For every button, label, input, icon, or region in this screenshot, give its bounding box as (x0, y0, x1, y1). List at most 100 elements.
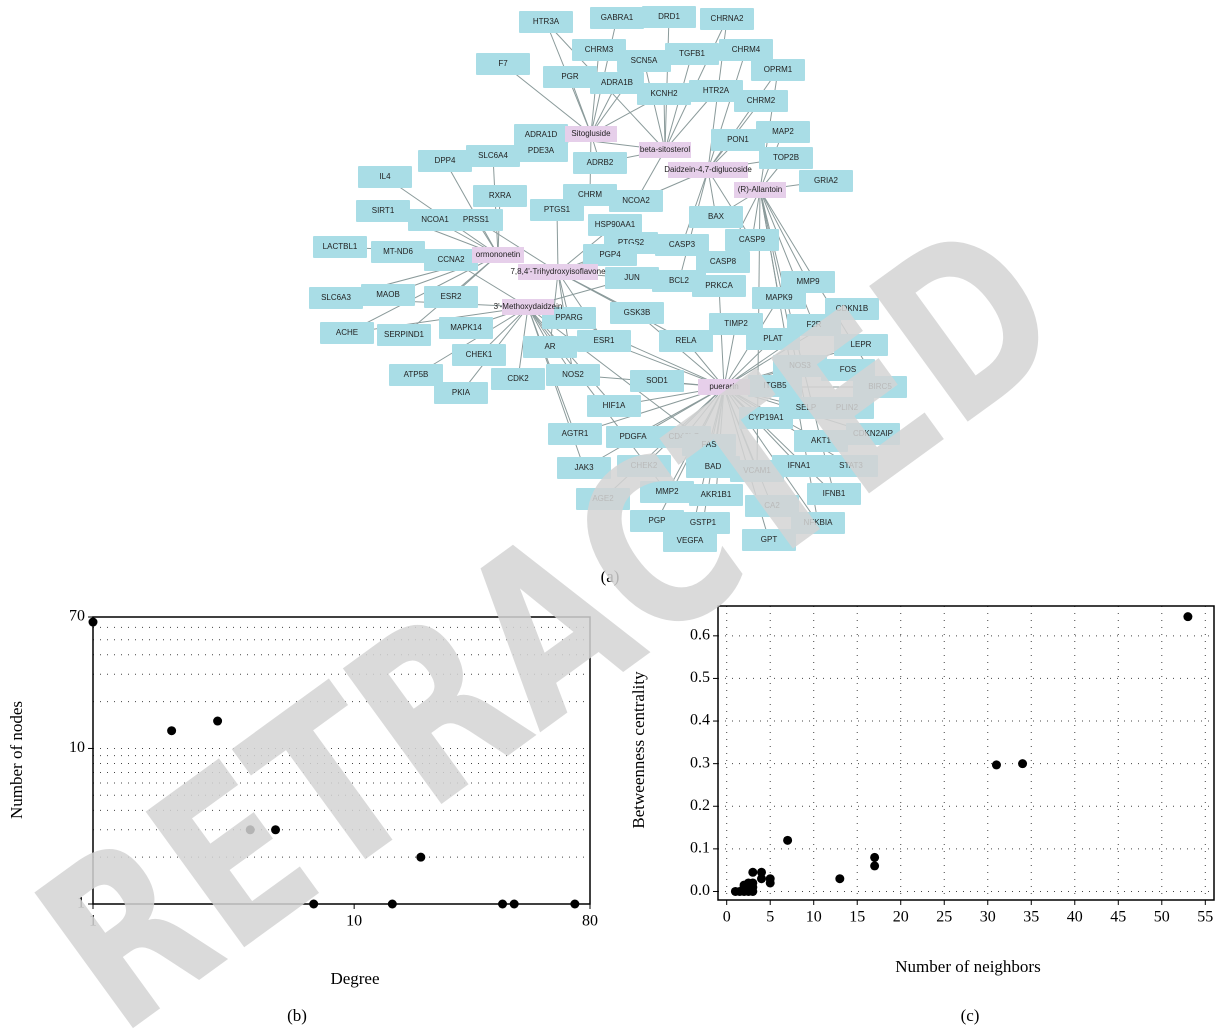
data-point (757, 867, 767, 877)
gene-node (548, 423, 602, 445)
x-tick-label: 15 (849, 909, 865, 926)
data-point (783, 835, 793, 845)
y-tick-label: 0.4 (690, 712, 710, 729)
gene-label: AGTR1 (562, 429, 589, 438)
data-point (1018, 759, 1028, 769)
gene-label: NOS2 (562, 370, 584, 379)
gene-label: GSTP1 (690, 518, 717, 527)
data-point (870, 861, 880, 871)
gene-node (791, 512, 845, 534)
gene-node (519, 11, 573, 33)
gene-node (543, 66, 597, 88)
gene-node (746, 328, 800, 350)
gene-node (696, 251, 750, 273)
gene-label: HTR2A (703, 86, 730, 95)
gene-label: PKIA (452, 388, 471, 397)
gene-node (617, 50, 671, 72)
gene-node (452, 344, 506, 366)
data-point (835, 874, 845, 884)
plot-frame (717, 605, 1215, 901)
gene-label: CYP19A1 (748, 413, 784, 422)
gene-node (700, 8, 754, 30)
gene-node (821, 359, 875, 381)
gene-node (640, 481, 694, 503)
gene-label: HSP90AA1 (595, 220, 636, 229)
gene-label: SELP (796, 403, 816, 412)
y-tick-label: 1 (77, 895, 85, 912)
gene-label: FAS (701, 440, 716, 449)
y-tick-label: 70 (69, 608, 85, 625)
gene-node (309, 287, 363, 309)
gene-node (439, 317, 493, 339)
gene-label: AKR1B1 (701, 490, 732, 499)
gene-label: AR (544, 342, 555, 351)
gene-label: MT-ND6 (383, 247, 413, 256)
edge (415, 306, 529, 376)
panel-label: (c) (961, 1006, 980, 1025)
gene-label: NOS3 (789, 361, 811, 370)
gene-node (424, 249, 478, 271)
gene-node (665, 43, 719, 65)
compound-label: 3'-Methoxydaidzein (494, 302, 563, 311)
gene-label: DPP4 (435, 156, 456, 165)
x-tick-label: 80 (582, 913, 598, 930)
y-tick-label: 0.2 (690, 797, 710, 814)
gene-node (572, 39, 626, 61)
gene-label: ACHE (336, 328, 358, 337)
gene-node (588, 214, 642, 236)
gene-label: CDKN2AIP (853, 429, 893, 438)
compound-label: Daidzein-4,7-diglucoside (664, 165, 752, 174)
y-tick-label: 10 (69, 739, 85, 756)
gene-node (772, 455, 826, 477)
gene-node (530, 199, 584, 221)
gene-label: TIMP2 (724, 319, 748, 328)
gene-label: CHRM2 (747, 96, 776, 105)
x-tick-label: 20 (893, 909, 909, 926)
edge (568, 317, 725, 388)
gene-node (434, 382, 488, 404)
data-point (416, 852, 426, 862)
gene-label: IL4 (379, 172, 391, 181)
gene-label: SIRT1 (372, 206, 395, 215)
gene-node (491, 368, 545, 390)
gene-label: NFKBIA (804, 518, 834, 527)
x-tick-label: 5 (766, 909, 774, 926)
gene-node (659, 330, 713, 352)
edge (557, 271, 605, 342)
gene-label: NCOA2 (622, 196, 650, 205)
gene-node (799, 170, 853, 192)
gene-label: CA2 (764, 501, 780, 510)
compound-label: puerarin (709, 382, 738, 391)
edge (527, 306, 710, 446)
compound-node (565, 126, 617, 142)
gene-node (609, 190, 663, 212)
gene-label: BIRC5 (868, 382, 892, 391)
gene-label: IFNB1 (823, 489, 846, 498)
gene-label: STAT3 (839, 461, 863, 470)
gene-node (689, 206, 743, 228)
gene-node (583, 244, 637, 266)
gene-node (794, 430, 848, 452)
gene-node (573, 152, 627, 174)
gene-node (630, 370, 684, 392)
gene-node (719, 39, 773, 61)
gene-label: BAD (705, 462, 722, 471)
gene-node (655, 234, 709, 256)
gene-label: AGE2 (592, 494, 614, 503)
gene-node (846, 423, 900, 445)
x-tick-label: 1 (89, 913, 97, 930)
gene-node (356, 200, 410, 222)
data-point (271, 825, 281, 835)
data-point (870, 852, 880, 862)
gene-node (361, 284, 415, 306)
gene-label: CASP3 (669, 240, 696, 249)
x-tick-label: 30 (980, 909, 996, 926)
x-tick-label: 10 (806, 909, 822, 926)
grid (718, 606, 1214, 900)
gene-label: F2R (806, 320, 821, 329)
gene-node (418, 150, 472, 172)
gene-label: RXRA (489, 191, 512, 200)
gene-node (408, 209, 462, 231)
gene-node (756, 121, 810, 143)
gene-label: BAX (708, 212, 725, 221)
